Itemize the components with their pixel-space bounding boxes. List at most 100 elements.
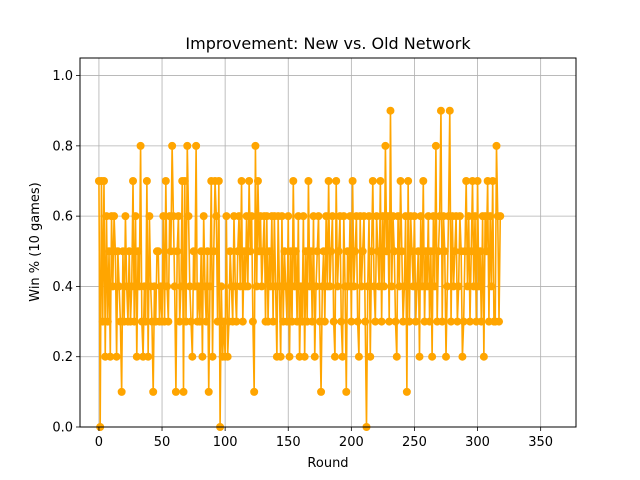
data-point xyxy=(342,387,351,396)
data-point xyxy=(105,247,114,256)
x-tick-label: 250 xyxy=(402,435,427,450)
data-point xyxy=(199,212,208,221)
data-point xyxy=(458,352,467,361)
data-point xyxy=(399,317,408,326)
y-axis-label: Win % (10 games) xyxy=(28,182,43,302)
data-point xyxy=(391,317,400,326)
data-point xyxy=(415,352,424,361)
data-point xyxy=(474,282,483,291)
data-point xyxy=(192,141,201,150)
data-point xyxy=(333,282,342,291)
data-point xyxy=(361,317,370,326)
data-point xyxy=(407,247,416,256)
data-point xyxy=(455,212,464,221)
data-point xyxy=(495,317,504,326)
data-point xyxy=(103,317,112,326)
data-point xyxy=(429,212,438,221)
data-point xyxy=(337,317,346,326)
data-point xyxy=(450,247,459,256)
data-point xyxy=(233,247,242,256)
data-point xyxy=(400,282,409,291)
data-point xyxy=(204,387,213,396)
data-point xyxy=(482,247,491,256)
data-point xyxy=(479,352,488,361)
data-point xyxy=(296,282,305,291)
x-tick-label: 300 xyxy=(465,435,490,450)
data-point xyxy=(404,177,413,185)
data-point xyxy=(314,212,323,221)
data-point xyxy=(194,282,203,291)
y-tick-label: 1.0 xyxy=(52,69,73,84)
data-point xyxy=(304,177,313,185)
x-tick-label: 50 xyxy=(154,435,171,450)
data-point xyxy=(436,106,445,115)
data-point xyxy=(332,177,341,185)
data-point xyxy=(447,317,456,326)
data-point xyxy=(353,317,362,326)
data-point xyxy=(442,352,451,361)
x-tick-label: 100 xyxy=(213,435,238,450)
data-point xyxy=(488,177,497,185)
data-point xyxy=(476,247,485,256)
data-point xyxy=(453,317,462,326)
data-point xyxy=(112,352,121,361)
data-point xyxy=(351,247,360,256)
data-point xyxy=(213,317,222,326)
data-point xyxy=(205,282,214,291)
data-point xyxy=(156,282,165,291)
data-point xyxy=(445,106,454,115)
data-point xyxy=(322,212,331,221)
data-point xyxy=(329,317,338,326)
data-point xyxy=(419,177,428,185)
data-point xyxy=(180,177,189,185)
data-point xyxy=(247,212,256,221)
data-point xyxy=(170,282,179,291)
data-point xyxy=(277,212,286,221)
data-point xyxy=(460,247,469,256)
data-point xyxy=(300,352,309,361)
data-point xyxy=(184,212,193,221)
data-point xyxy=(259,247,267,256)
data-point xyxy=(299,212,308,221)
data-point xyxy=(166,247,175,256)
data-point xyxy=(410,212,419,221)
plot-frame xyxy=(79,57,577,428)
x-tick-label: 200 xyxy=(339,435,364,450)
data-point xyxy=(371,317,380,326)
data-point xyxy=(330,352,339,361)
data-point xyxy=(208,352,217,361)
data-point xyxy=(486,212,495,221)
data-point xyxy=(125,247,134,256)
data-point xyxy=(284,212,293,221)
series-layer xyxy=(94,106,505,431)
data-point xyxy=(117,387,126,396)
data-point xyxy=(347,317,356,326)
data-point xyxy=(325,282,334,291)
data-point xyxy=(459,317,468,326)
data-point xyxy=(348,177,357,185)
data-point xyxy=(423,282,432,291)
data-point xyxy=(174,212,183,221)
data-point xyxy=(198,352,207,361)
data-point xyxy=(385,317,394,326)
data-point xyxy=(214,177,223,185)
data-point xyxy=(443,282,452,291)
data-point xyxy=(328,212,337,221)
data-point xyxy=(131,212,140,221)
data-point xyxy=(396,177,405,185)
data-point xyxy=(121,212,130,221)
data-point xyxy=(312,282,321,291)
data-point xyxy=(250,387,259,396)
data-point xyxy=(411,317,420,326)
data-point xyxy=(253,177,262,185)
data-point xyxy=(265,247,274,256)
data-point xyxy=(462,177,471,185)
data-point xyxy=(238,317,247,326)
data-point xyxy=(471,212,480,221)
x-tick-label: 0 xyxy=(95,435,103,450)
data-point xyxy=(305,282,314,291)
data-point xyxy=(289,177,298,185)
data-point xyxy=(381,141,390,150)
data-point xyxy=(127,282,136,291)
